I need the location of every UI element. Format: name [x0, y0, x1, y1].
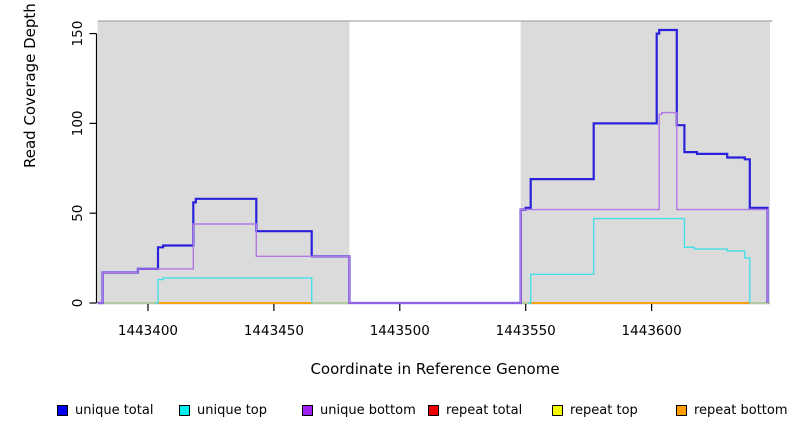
x-tick-label: 1443500 [370, 323, 430, 339]
y-tick-label: 50 [70, 205, 86, 222]
legend-item-repeat-top: repeat top [552, 402, 638, 418]
y-tick-label: 0 [70, 299, 86, 308]
legend-label: repeat bottom [694, 402, 788, 418]
legend-item-unique-bottom: unique bottom [302, 402, 416, 418]
y-axis: 0 50 100 150 [70, 21, 98, 308]
shaded-region [97, 20, 350, 305]
x-tick-label: 1443600 [622, 323, 682, 339]
x-axis-title: Coordinate in Reference Genome [310, 360, 560, 378]
y-tick-label: 100 [70, 110, 86, 136]
legend-item-repeat-bottom: repeat bottom [676, 402, 788, 418]
legend-label: repeat top [570, 402, 638, 418]
x-tick-label: 1443450 [244, 323, 304, 339]
repeat-total-swatch-icon [428, 404, 439, 416]
repeat-bottom-swatch-icon [676, 404, 687, 416]
repeat-top-swatch-icon [552, 404, 563, 416]
legend-label: unique total [75, 402, 154, 418]
legend: unique total unique top unique bottom re… [0, 402, 792, 422]
legend-item-unique-total: unique total [57, 402, 153, 418]
series-unique-bottom [97, 111, 769, 304]
legend-label: unique top [197, 402, 268, 418]
x-tick-label: 1443550 [496, 323, 556, 339]
legend-label: unique bottom [320, 402, 416, 418]
unique-total-swatch-icon [57, 404, 68, 416]
coverage-step-lines [97, 28, 770, 305]
series-unique-total [97, 28, 769, 305]
x-tick-label: 1443400 [118, 323, 178, 339]
legend-label: repeat total [446, 402, 523, 418]
unique-bottom-swatch-icon [302, 404, 313, 416]
legend-item-repeat-total: repeat total [428, 402, 522, 418]
x-axis: 1443400 1443450 1443500 1443550 1443600 [118, 304, 682, 339]
shaded-region [520, 20, 770, 305]
y-tick-label: 150 [70, 21, 86, 47]
shaded-domain-regions [97, 20, 770, 305]
legend-item-unique-top: unique top [179, 402, 267, 418]
unique-top-swatch-icon [179, 404, 190, 416]
series-unique-top [155, 217, 751, 304]
